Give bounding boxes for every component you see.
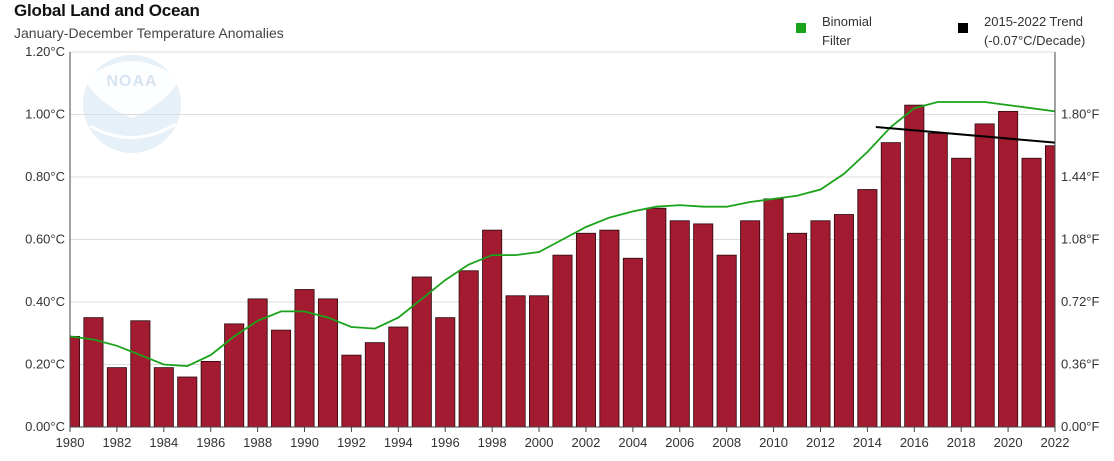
x-tick-label: 2014 xyxy=(853,435,882,450)
bar-1986 xyxy=(200,360,221,428)
y-right-tick-label: 0.72°F xyxy=(1061,294,1100,309)
bar-2013 xyxy=(833,214,854,428)
lines xyxy=(69,101,1056,368)
bar-2019 xyxy=(974,123,995,428)
trend-label-line1: 2015-2022 Trend xyxy=(984,14,1084,29)
bar-2015 xyxy=(880,142,901,428)
axes: 0.00°C 0.20°C 0.40°C 0.60°C 0.80°C 1.00°C 1.20… xyxy=(25,44,1099,450)
bar-2002 xyxy=(575,232,596,428)
y-right-tick-label: 0.00°F xyxy=(1061,419,1100,434)
legend-trend: 2015-2022 Trend (-0.07°C/Decade) xyxy=(958,12,1108,52)
bar-2000 xyxy=(529,295,550,428)
y-left-tick-label: 0.80°C xyxy=(25,169,65,184)
bar-2014 xyxy=(857,189,878,428)
bar-2022 xyxy=(1044,145,1056,428)
bar-1993 xyxy=(364,342,385,428)
bar-1980 xyxy=(69,335,81,428)
binomial-filter-label-line2: Filter xyxy=(822,33,851,48)
bar-1989 xyxy=(271,329,292,428)
x-tick-label: 1980 xyxy=(56,435,85,450)
bar-2020 xyxy=(998,110,1019,428)
bar-2001 xyxy=(552,254,573,428)
x-tick-label: 2008 xyxy=(712,435,741,450)
y-left-tick-label: 1.20°C xyxy=(25,44,65,59)
x-tick-label: 2004 xyxy=(618,435,647,450)
x-tick-label: 1982 xyxy=(102,435,131,450)
bar-1982 xyxy=(106,367,127,428)
y-left-tick-label: 0.00°C xyxy=(25,419,65,434)
bar-1997 xyxy=(458,270,479,428)
y-left-tick-label: 0.40°C xyxy=(25,294,65,309)
y-right-tick-label: 1.08°F xyxy=(1061,232,1100,247)
noaa-logo-text: NOAA xyxy=(106,73,157,90)
bar-1990 xyxy=(294,289,315,428)
y-left-tick-label: 0.20°C xyxy=(25,357,65,372)
x-tick-label: 1988 xyxy=(243,435,272,450)
chart-title: Global Land and Ocean xyxy=(14,1,200,20)
trend-label: 2015-2022 Trend (-0.07°C/Decade) xyxy=(984,12,1085,50)
bar-1996 xyxy=(435,317,456,428)
bar-1998 xyxy=(482,229,503,428)
bar-1983 xyxy=(130,320,151,428)
binomial-filter-swatch xyxy=(796,23,806,33)
trend-swatch xyxy=(958,23,968,33)
y-right-tick-label: 1.44°F xyxy=(1061,169,1100,184)
noaa-logo: NOAA xyxy=(83,55,181,153)
x-tick-label: 2012 xyxy=(806,435,835,450)
binomial-filter-label-line1: Binomial xyxy=(822,14,872,29)
bar-1992 xyxy=(341,354,362,428)
bar-2006 xyxy=(669,220,690,428)
bar-2018 xyxy=(951,157,972,428)
bar-1987 xyxy=(224,323,245,428)
y-right-tick-label: 1.80°F xyxy=(1061,107,1100,122)
bar-2008 xyxy=(716,254,737,428)
x-tick-label: 1984 xyxy=(149,435,178,450)
bar-2007 xyxy=(693,223,714,428)
bar-1985 xyxy=(177,376,198,428)
binomial-filter-label: Binomial Filter xyxy=(822,12,872,50)
x-tick-label: 1992 xyxy=(337,435,366,450)
bar-1981 xyxy=(83,317,104,428)
x-tick-label: 1998 xyxy=(478,435,507,450)
chart-subtitle: January-December Temperature Anomalies xyxy=(14,25,284,41)
bar-1999 xyxy=(505,295,526,428)
bar-2003 xyxy=(599,229,620,428)
x-tick-label: 1990 xyxy=(290,435,319,450)
bar-2004 xyxy=(622,257,643,428)
legend-binomial-filter: Binomial Filter xyxy=(796,12,916,52)
bar-2009 xyxy=(740,220,761,428)
x-tick-label: 1986 xyxy=(196,435,225,450)
y-right-tick-label: 0.36°F xyxy=(1061,357,1100,372)
trend-line xyxy=(875,126,1056,144)
x-tick-label: 2016 xyxy=(900,435,929,450)
bar-2010 xyxy=(763,198,784,428)
y-left-tick-label: 1.00°C xyxy=(25,107,65,122)
x-tick-label: 2000 xyxy=(525,435,554,450)
x-tick-label: 2018 xyxy=(947,435,976,450)
bar-2016 xyxy=(904,104,925,428)
binomial-filter-line xyxy=(69,101,1056,368)
x-tick-label: 2010 xyxy=(759,435,788,450)
trend-label-line2: (-0.07°C/Decade) xyxy=(984,33,1086,48)
bar-2005 xyxy=(646,207,667,428)
y-left-tick-label: 0.60°C xyxy=(25,232,65,247)
bars xyxy=(69,104,1056,428)
bar-1994 xyxy=(388,326,409,428)
x-tick-label: 2020 xyxy=(994,435,1023,450)
bar-1984 xyxy=(153,367,174,428)
x-tick-label: 2006 xyxy=(665,435,694,450)
x-tick-label: 2022 xyxy=(1041,435,1070,450)
bar-2017 xyxy=(927,132,948,428)
bar-2012 xyxy=(810,220,831,428)
x-tick-label: 1994 xyxy=(384,435,413,450)
x-tick-label: 1996 xyxy=(431,435,460,450)
x-tick-label: 2002 xyxy=(571,435,600,450)
bar-2021 xyxy=(1021,157,1042,428)
bar-2011 xyxy=(787,232,808,428)
